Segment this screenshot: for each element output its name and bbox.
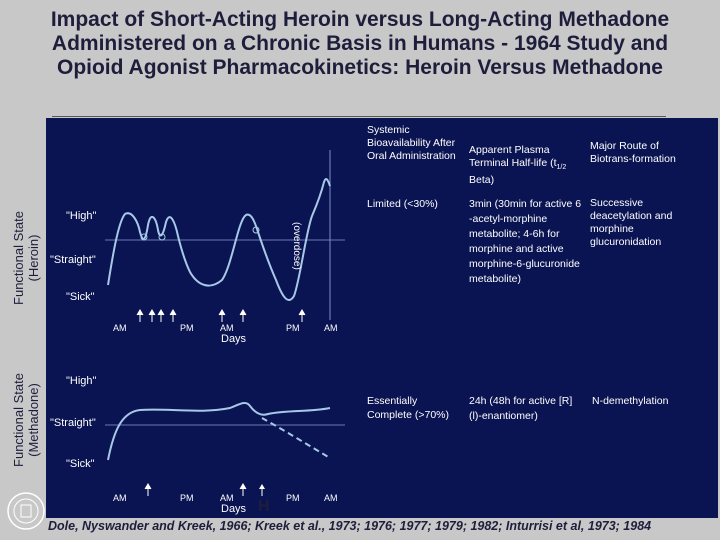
header-bioavailability: Systemic Bioavailability After Oral Admi… xyxy=(367,124,456,162)
heroin-sick-label: "Sick" xyxy=(66,291,95,303)
institution-seal-logo xyxy=(7,492,45,530)
h-arrowhead xyxy=(259,484,265,489)
panel-background xyxy=(46,118,718,518)
heroin-half-life: 3min (30min for active 6 -acetyl-morphin… xyxy=(469,198,582,285)
heroin-dose-arrows xyxy=(136,309,306,322)
methadone-decline-dashed-curve xyxy=(261,417,331,459)
methadone-route: N-demethylation xyxy=(592,395,669,407)
slide-title: Impact of Short-Acting Heroin versus Lon… xyxy=(50,8,670,79)
methadone-bioavailability: Essentially Complete (>70%) xyxy=(367,395,449,421)
methadone-time-am-2: AM xyxy=(220,493,234,503)
methadone-axis-label: Functional State (Methadone) xyxy=(11,373,41,467)
methadone-dose-arrows xyxy=(144,483,247,496)
methadone-days-label: Days xyxy=(221,503,247,515)
heroin-days-label: Days xyxy=(221,333,247,345)
citation: Dole, Nyswander and Kreek, 1966; Kreek e… xyxy=(48,519,652,533)
methadone-time-pm-2: PM xyxy=(286,493,300,503)
heroin-route: Successive deacetylation and morphine gl… xyxy=(590,197,673,248)
heroin-straight-label: "Straight" xyxy=(50,254,96,266)
h-mark: H xyxy=(258,498,270,515)
header-half-life: Apparent Plasma Terminal Half-life (t1/2… xyxy=(469,144,567,187)
title-divider xyxy=(52,116,666,117)
heroin-dose-marker xyxy=(140,233,148,241)
methadone-time-am-1: AM xyxy=(113,493,127,503)
heroin-high-label: "High" xyxy=(66,210,97,222)
header-route: Major Route of Biotrans-formation xyxy=(590,140,676,165)
methadone-high-label: "High" xyxy=(66,375,97,387)
heroin-time-am-1: AM xyxy=(113,323,127,333)
heroin-time-am-3: AM xyxy=(324,323,338,333)
heroin-time-pm-2: PM xyxy=(286,323,300,333)
heroin-dose-marker xyxy=(252,226,260,234)
methadone-time-am-3: AM xyxy=(324,493,338,503)
heroin-dose-marker xyxy=(158,233,166,241)
methadone-sick-label: "Sick" xyxy=(66,458,95,470)
methadone-straight-label: "Straight" xyxy=(50,417,96,429)
overdose-label: (overdose) xyxy=(291,222,302,270)
heroin-bioavailability: Limited (<30%) xyxy=(367,198,438,210)
methadone-half-life: 24h (48h for active [R](l)-enantiomer) xyxy=(469,395,573,422)
heroin-state-curve xyxy=(107,178,331,301)
heroin-axis-label: Functional State (Heroin) xyxy=(11,211,41,305)
methadone-state-curve xyxy=(107,401,331,461)
methadone-time-pm-1: PM xyxy=(180,493,194,503)
heroin-time-am-2: AM xyxy=(220,323,234,333)
heroin-time-pm-1: PM xyxy=(180,323,194,333)
